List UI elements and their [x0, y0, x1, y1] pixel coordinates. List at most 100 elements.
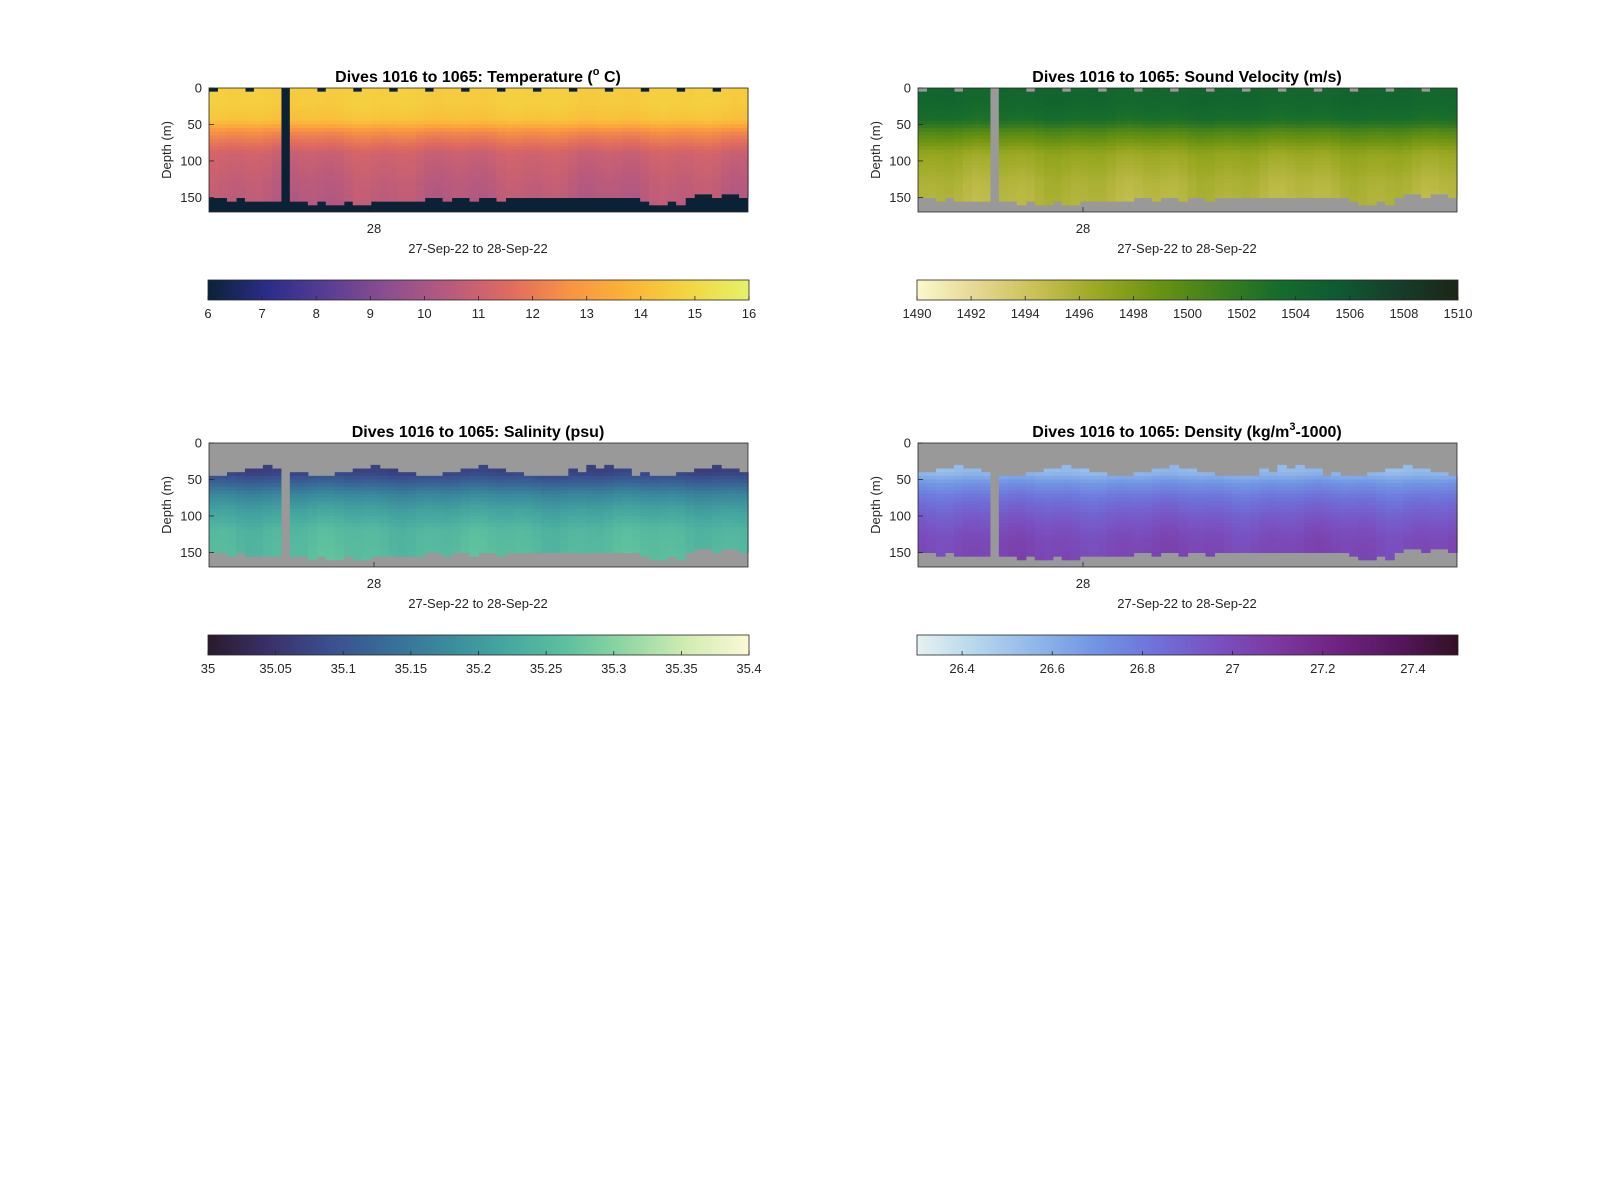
- heatmap-cell: [505, 95, 516, 100]
- heatmap-cell: [334, 128, 345, 133]
- heatmap-cell: [685, 523, 695, 528]
- heatmap-cell: [559, 526, 569, 532]
- heatmap-cell: [962, 150, 973, 155]
- heatmap-cell: [1376, 102, 1386, 107]
- heatmap-cell: [1025, 95, 1036, 100]
- heatmap-cell: [730, 175, 740, 180]
- heatmap-cell: [1367, 171, 1377, 177]
- heatmap-cell: [1169, 131, 1180, 137]
- heatmap-cell: [316, 179, 327, 184]
- heatmap-cell: [1241, 120, 1251, 126]
- heatmap-cell: [730, 490, 740, 495]
- heatmap-cell: [631, 88, 641, 93]
- heatmap-cell: [1205, 117, 1216, 122]
- heatmap-cell: [541, 179, 551, 184]
- heatmap-cell: [1196, 135, 1207, 140]
- heatmap-cell: [1133, 160, 1144, 166]
- heatmap-cell: [424, 95, 435, 100]
- heatmap-cell: [505, 519, 516, 524]
- heatmap-cell: [730, 508, 740, 513]
- heatmap-cell: [613, 142, 623, 147]
- heatmap-cell: [478, 193, 489, 199]
- heatmap-cell: [1133, 91, 1144, 96]
- heatmap-cell: [316, 483, 327, 488]
- heatmap-cell: [226, 175, 237, 180]
- heatmap-cell: [388, 545, 399, 550]
- heatmap-cell: [595, 95, 605, 100]
- heatmap-cell: [1133, 175, 1144, 180]
- heatmap-cell: [962, 102, 973, 107]
- heatmap-cell: [379, 541, 390, 546]
- heatmap-cell: [532, 494, 542, 499]
- heatmap-cell: [1052, 98, 1063, 104]
- heatmap-cell: [676, 552, 686, 557]
- heatmap-cell: [1052, 164, 1063, 169]
- heatmap-cell: [568, 117, 578, 122]
- heatmap-cell: [1331, 190, 1341, 195]
- heatmap-cell: [1187, 193, 1198, 199]
- heatmap-cell: [451, 150, 462, 155]
- heatmap-cell: [649, 537, 659, 543]
- heatmap-cell: [568, 91, 578, 96]
- heatmap-cell: [289, 113, 300, 118]
- heatmap-cell: [721, 179, 731, 184]
- heatmap-cell: [352, 556, 363, 561]
- heatmap-cell: [953, 135, 964, 140]
- heatmap-cell: [235, 109, 246, 115]
- heatmap-cell: [370, 88, 381, 93]
- heatmap-cell: [1304, 142, 1314, 147]
- heatmap-cell: [1052, 182, 1063, 188]
- heatmap-cell: [918, 175, 928, 180]
- heatmap-cell: [1376, 171, 1386, 177]
- heatmap-cell: [1376, 190, 1386, 195]
- heatmap-cell: [361, 142, 372, 147]
- heatmap-cell: [343, 117, 354, 122]
- heatmap-cell: [640, 113, 650, 118]
- heatmap-cell: [1205, 197, 1216, 202]
- heatmap-cell: [944, 102, 955, 107]
- heatmap-cell: [1223, 186, 1234, 191]
- heatmap-cell: [532, 526, 542, 532]
- heatmap-cell: [415, 182, 426, 188]
- heatmap-cell: [1277, 179, 1287, 184]
- heatmap-cell: [217, 164, 228, 169]
- heatmap-cell: [1250, 95, 1260, 100]
- heatmap-cell: [712, 186, 722, 191]
- heatmap-cell: [271, 150, 282, 155]
- heatmap-cell: [568, 497, 578, 502]
- heatmap-cell: [487, 497, 498, 502]
- heatmap-cell: [1205, 175, 1216, 180]
- heatmap-cell: [226, 106, 237, 111]
- heatmap-cell: [496, 179, 507, 184]
- heatmap-cell: [631, 486, 641, 492]
- heatmap-cell: [721, 182, 731, 188]
- heatmap-cell: [622, 523, 632, 528]
- heatmap-cell: [1115, 88, 1126, 93]
- heatmap-cell: [1340, 190, 1350, 195]
- heatmap-cell: [622, 541, 632, 546]
- heatmap-cell: [1250, 182, 1260, 188]
- heatmap-cell: [1070, 179, 1081, 184]
- heatmap-cell: [244, 526, 255, 532]
- heatmap-cell: [343, 523, 354, 528]
- heatmap-cell: [262, 552, 273, 557]
- heatmap-cell: [298, 160, 309, 166]
- heatmap-cell: [586, 505, 596, 510]
- heatmap-cell: [451, 534, 462, 539]
- heatmap-cell: [640, 120, 650, 126]
- heatmap-cell: [298, 501, 309, 506]
- heatmap-cell: [289, 98, 300, 104]
- heatmap-cell: [1367, 182, 1377, 188]
- heatmap-cell: [1439, 135, 1449, 140]
- heatmap-cell: [685, 186, 695, 191]
- heatmap-cell: [343, 182, 354, 188]
- heatmap-cell: [1088, 124, 1099, 129]
- heatmap-cell: [622, 88, 632, 93]
- heatmap-cell: [388, 475, 399, 481]
- heatmap-cell: [568, 153, 578, 158]
- heatmap-cell: [1313, 157, 1323, 162]
- heatmap-cell: [226, 124, 237, 129]
- heatmap-cell: [640, 515, 650, 521]
- heatmap-cell: [361, 494, 372, 499]
- heatmap-cell: [262, 548, 273, 554]
